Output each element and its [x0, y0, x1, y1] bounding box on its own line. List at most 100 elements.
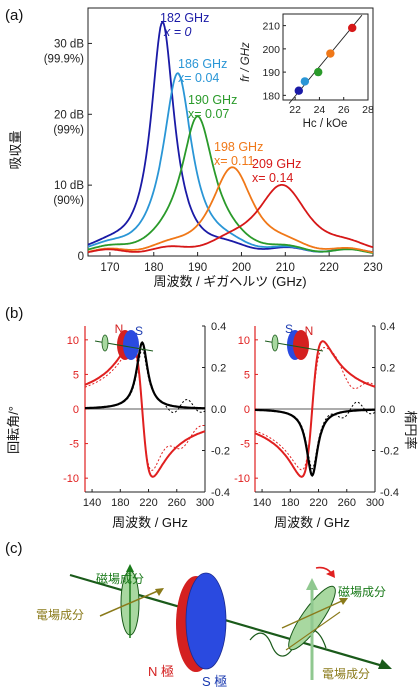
a-series-note: x= 0.07	[188, 107, 229, 121]
inset-x-tick-label: 26	[338, 104, 350, 116]
b-right-tick-label: 0.2	[380, 363, 395, 375]
b-ellipticity-curve	[85, 341, 206, 410]
b-x-tick-label: 300	[366, 497, 384, 509]
right-magnetic-label: 磁場成分	[338, 584, 386, 599]
rotation-arrowhead-icon	[326, 570, 335, 578]
b-left-tick-label: -10	[234, 473, 250, 485]
s-pole-label: S 極	[202, 674, 227, 689]
b-wave-ellipse	[101, 334, 109, 352]
b-right-x-axis-title: 周波数 / GHz	[274, 515, 350, 530]
a-y-tick-sublabel: (90%)	[53, 195, 84, 207]
inset-y-tick-label: 200	[262, 44, 280, 56]
a-y-tick-label: 0	[78, 251, 84, 263]
a-x-tick-label: 170	[100, 262, 119, 274]
inset-y-axis-title: fr / GHz	[240, 42, 252, 82]
b-left-axis-title: 回転角/°	[6, 406, 21, 454]
b-left-tick-label: 5	[244, 369, 250, 381]
b-x-tick-label: 220	[309, 497, 327, 509]
b-right-tick-label: 0.4	[211, 321, 226, 333]
b-x-tick-label: 180	[111, 497, 129, 509]
a-series-curve	[87, 115, 374, 254]
b-x-tick-label: 300	[196, 497, 214, 509]
panel-label-c: (c)	[5, 540, 23, 557]
b-right-tick-label: -0.4	[380, 487, 399, 499]
right-electric-arrow	[281, 599, 345, 629]
panel-c-diagram: 磁場成分 電場成分 N 極 S 極 磁場成分 電場成分	[36, 564, 392, 689]
left-magnetic-arrowhead-icon	[126, 564, 134, 572]
b-right-tick-label: -0.4	[211, 487, 230, 499]
b-ellipticity-curve	[255, 408, 376, 477]
b-magnet-label-1: N	[115, 322, 124, 336]
b-left-tick-label: 10	[67, 335, 79, 347]
a-curves	[87, 20, 374, 254]
a-plot-frame	[87, 7, 374, 257]
b-rotation-measured	[84, 347, 206, 471]
b-left-tick-label: 0	[244, 404, 250, 416]
a-x-tick-label: 210	[276, 262, 295, 274]
inset-y-tick-label: 210	[262, 21, 280, 33]
b-left-tick-label: 10	[238, 335, 250, 347]
a-ticks: 170 180 190 200 210 220 230	[88, 42, 383, 274]
inset-y-tick-label: 180	[262, 90, 280, 102]
inset-x-axis-title: Hc / kOe	[303, 118, 348, 130]
a-y-tick-label: 10 dB	[54, 180, 84, 192]
a-series-label: 190 GHz	[188, 93, 237, 107]
b-x-tick-label: 140	[83, 497, 101, 509]
b-magnet-label-1: S	[285, 322, 293, 336]
b-magnet-label-2: S	[135, 324, 143, 338]
a-y-tick-sublabel: (99%)	[53, 124, 84, 136]
magnet-s-face	[185, 572, 227, 670]
a-series-curve	[87, 166, 374, 254]
b-right-tick-label: 0.2	[211, 363, 226, 375]
b-x-tick-label: 180	[281, 497, 299, 509]
a-series-label: 186 GHz	[178, 57, 227, 71]
b-wave-ellipse	[271, 334, 279, 352]
b-magnet-front	[123, 330, 139, 360]
propagation-arrow-icon	[378, 659, 392, 669]
panel-label-b: (b)	[5, 305, 23, 322]
b-left-tick-label: -10	[63, 473, 79, 485]
inset-point	[300, 77, 310, 86]
a-series-note: x= 0.14	[252, 171, 293, 185]
right-wave-trace	[249, 628, 327, 657]
a-x-tick-label: 200	[232, 262, 251, 274]
a-series-label: 182 GHz	[160, 11, 209, 25]
a-x-tick-label: 190	[188, 262, 207, 274]
b-subplot-left: 140 180 220 260 300 -10 -5 0 5 10 -0.4 -0.2 0.0 0.2 0.…	[63, 321, 230, 509]
panel-a-chart: 吸収量 170 180 190 200 210 220 230 30 dB(99.9%)20…	[8, 7, 383, 289]
a-series-note: x = 0	[163, 25, 191, 39]
b-subplot-right: 140 180 220 260 300 -10 -5 0 5 10 -0.4 -0.2 0.0 0.2 0.…	[234, 321, 399, 509]
a-inset: 22 24 26 28 180 190 200 210 fr / GHz Hc / kOe	[240, 13, 374, 130]
inset-point	[294, 86, 303, 95]
b-left-tick-label: -5	[240, 439, 250, 451]
left-electric-arrowhead-icon	[155, 588, 164, 596]
b-left-x-axis-title: 周波数 / GHz	[112, 515, 188, 530]
a-y-tick-label: 20 dB	[54, 109, 84, 121]
b-left-tick-label: -5	[69, 439, 79, 451]
panel-b-charts: 回転角/° 楕円率 140 180 220 260 300 -10 -5 0 5 10 -0.4 -0…	[6, 321, 418, 530]
a-series-note: x= 0.04	[178, 71, 219, 85]
b-x-tick-label: 140	[253, 497, 271, 509]
b-right-tick-label: 0.0	[211, 404, 226, 416]
b-rotation-curve	[84, 340, 206, 478]
left-electric-label: 電場成分	[36, 608, 84, 622]
a-y-tick-label: 30 dB	[54, 38, 84, 50]
a-x-tick-label: 230	[363, 262, 382, 274]
b-magnet-front	[293, 330, 309, 360]
right-electric-arrow-2	[285, 611, 341, 651]
inset-content: 22 24 26 28 180 190 200 210	[262, 14, 374, 116]
left-electric-arrow	[99, 589, 161, 617]
n-pole-label: N 極	[148, 664, 174, 679]
right-electric-arrowhead-icon	[339, 598, 348, 605]
b-x-tick-label: 260	[168, 497, 186, 509]
b-right-tick-label: -0.2	[211, 446, 230, 458]
b-right-tick-label: -0.2	[380, 446, 399, 458]
a-y-tick-labels: 30 dB (99.9%) 20 dB (99%) 10 dB (90%) 0	[44, 38, 85, 263]
inset-point	[348, 23, 357, 33]
b-right-tick-label: 0.0	[380, 404, 395, 416]
right-wave: 磁場成分 電場成分	[249, 566, 386, 681]
b-right-tick-label: 0.4	[380, 321, 395, 333]
a-series-label: 209 GHz	[252, 157, 301, 171]
